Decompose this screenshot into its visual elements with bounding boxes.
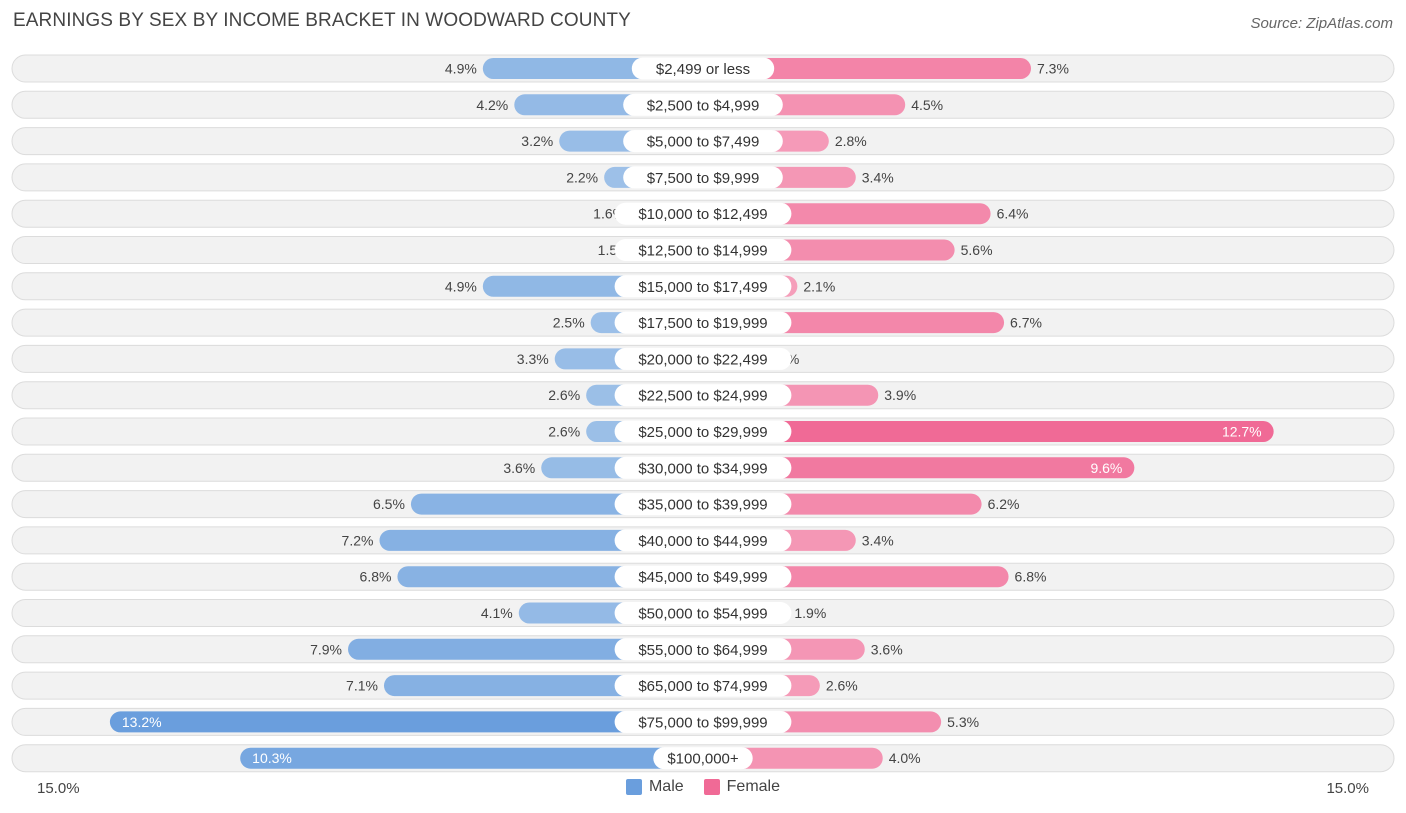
legend-item-male[interactable]: Male [625,778,684,796]
female-value-label: 2.1% [803,278,835,294]
male-value-label: 4.9% [445,278,477,294]
female-value-label: 5.3% [947,714,979,730]
category-label: $25,000 to $29,999 [638,424,767,441]
female-value-label: 9.6% [1090,460,1122,476]
category-label: $17,500 to $19,999 [638,315,767,332]
female-value-label: 12.7% [1222,424,1262,440]
female-value-label: 4.0% [889,750,921,766]
category-label: $100,000+ [667,751,739,768]
female-bar [703,421,1274,442]
female-bar [703,457,1135,479]
male-swatch [625,779,642,795]
category-pill [614,529,792,552]
male-value-label: 6.5% [373,496,405,512]
male-value-label: 10.3% [252,750,292,766]
male-value-label: 4.9% [445,61,477,77]
category-label: $2,500 to $4,999 [647,97,760,114]
category-pill [623,166,783,189]
category-label: $45,000 to $49,999 [638,569,767,586]
male-value-label: 13.2% [122,714,162,730]
category-pill [614,565,792,588]
category-pill [614,384,792,407]
female-value-label: 7.3% [1037,61,1069,77]
category-label: $20,000 to $22,499 [638,351,767,368]
category-label: $30,000 to $34,999 [638,460,767,477]
male-value-label: 2.5% [553,315,585,331]
category-pill [614,202,792,225]
category-label: $10,000 to $12,499 [638,206,767,223]
source-label: Source: ZipAtlas.com [1250,15,1393,32]
male-value-label: 3.2% [521,133,553,149]
category-label: $2,499 or less [656,61,750,78]
male-value-label: 6.8% [360,569,392,585]
legend-item-female[interactable]: Female [703,778,781,796]
male-value-label: 7.9% [310,641,342,657]
female-bar [703,58,1032,79]
category-label: $55,000 to $64,999 [638,642,767,659]
female-value-label: 3.4% [862,532,894,548]
male-bar [109,711,703,733]
female-value-label: 6.7% [1010,315,1042,331]
category-pill [614,239,792,261]
female-value-label: 6.2% [988,496,1020,512]
category-pill [623,93,783,116]
category-label: $5,000 to $7,499 [647,134,760,151]
male-value-label: 2.6% [548,424,580,440]
category-pill [653,747,753,770]
category-pill [614,420,792,443]
male-value-label: 2.6% [548,387,580,403]
female-value-label: 3.9% [884,387,916,403]
category-pill [631,57,775,80]
category-label: $50,000 to $54,999 [638,606,767,623]
category-pill [614,456,792,479]
category-label: $12,500 to $14,999 [638,243,767,260]
category-label: $40,000 to $44,999 [638,533,767,550]
male-value-label: 4.1% [481,605,513,621]
female-value-label: 6.8% [1015,569,1047,585]
female-value-label: 2.8% [835,133,867,149]
bar-chart: 4.9% 7.3% $2,499 or less 4.2% 4.5% $2,500 to … [11,54,1395,773]
category-pill [614,275,792,298]
legend: Male Female [0,778,1406,796]
category-pill [614,710,792,733]
male-value-label: 7.1% [346,678,378,694]
category-pill [623,130,783,153]
category-pill [614,311,792,334]
male-value-label: 3.6% [503,460,535,476]
female-value-label: 5.6% [961,242,993,258]
axis-left-label: 15.0% [37,780,80,797]
category-label: $35,000 to $39,999 [638,497,767,514]
female-value-label: 6.4% [997,206,1029,222]
legend-female-label: Female [726,778,781,795]
chart-title: EARNINGS BY SEX BY INCOME BRACKET IN WOO… [13,10,631,31]
male-value-label: 4.2% [476,97,508,113]
category-label: $7,500 to $9,999 [647,170,760,187]
female-swatch [703,779,720,795]
male-bar [348,638,703,660]
axis-right-label: 15.0% [1326,780,1369,797]
category-label: $15,000 to $17,499 [638,279,767,296]
male-bar [240,747,704,769]
male-value-label: 3.3% [517,351,549,367]
male-value-label: 7.2% [342,532,374,548]
category-pill [614,602,792,624]
category-pill [614,347,792,370]
category-label: $22,500 to $24,999 [638,388,767,405]
category-pill [614,674,792,697]
female-value-label: 3.6% [871,641,903,657]
female-value-label: 2.6% [826,678,858,694]
male-value-label: 2.2% [566,169,598,185]
category-pill [614,638,792,661]
category-label: $75,000 to $99,999 [638,714,767,731]
female-value-label: 4.5% [911,97,943,113]
female-value-label: 1.9% [794,605,826,621]
legend-male-label: Male [648,778,684,795]
female-value-label: 3.4% [862,169,894,185]
category-pill [614,493,792,516]
category-label: $65,000 to $74,999 [638,678,767,695]
